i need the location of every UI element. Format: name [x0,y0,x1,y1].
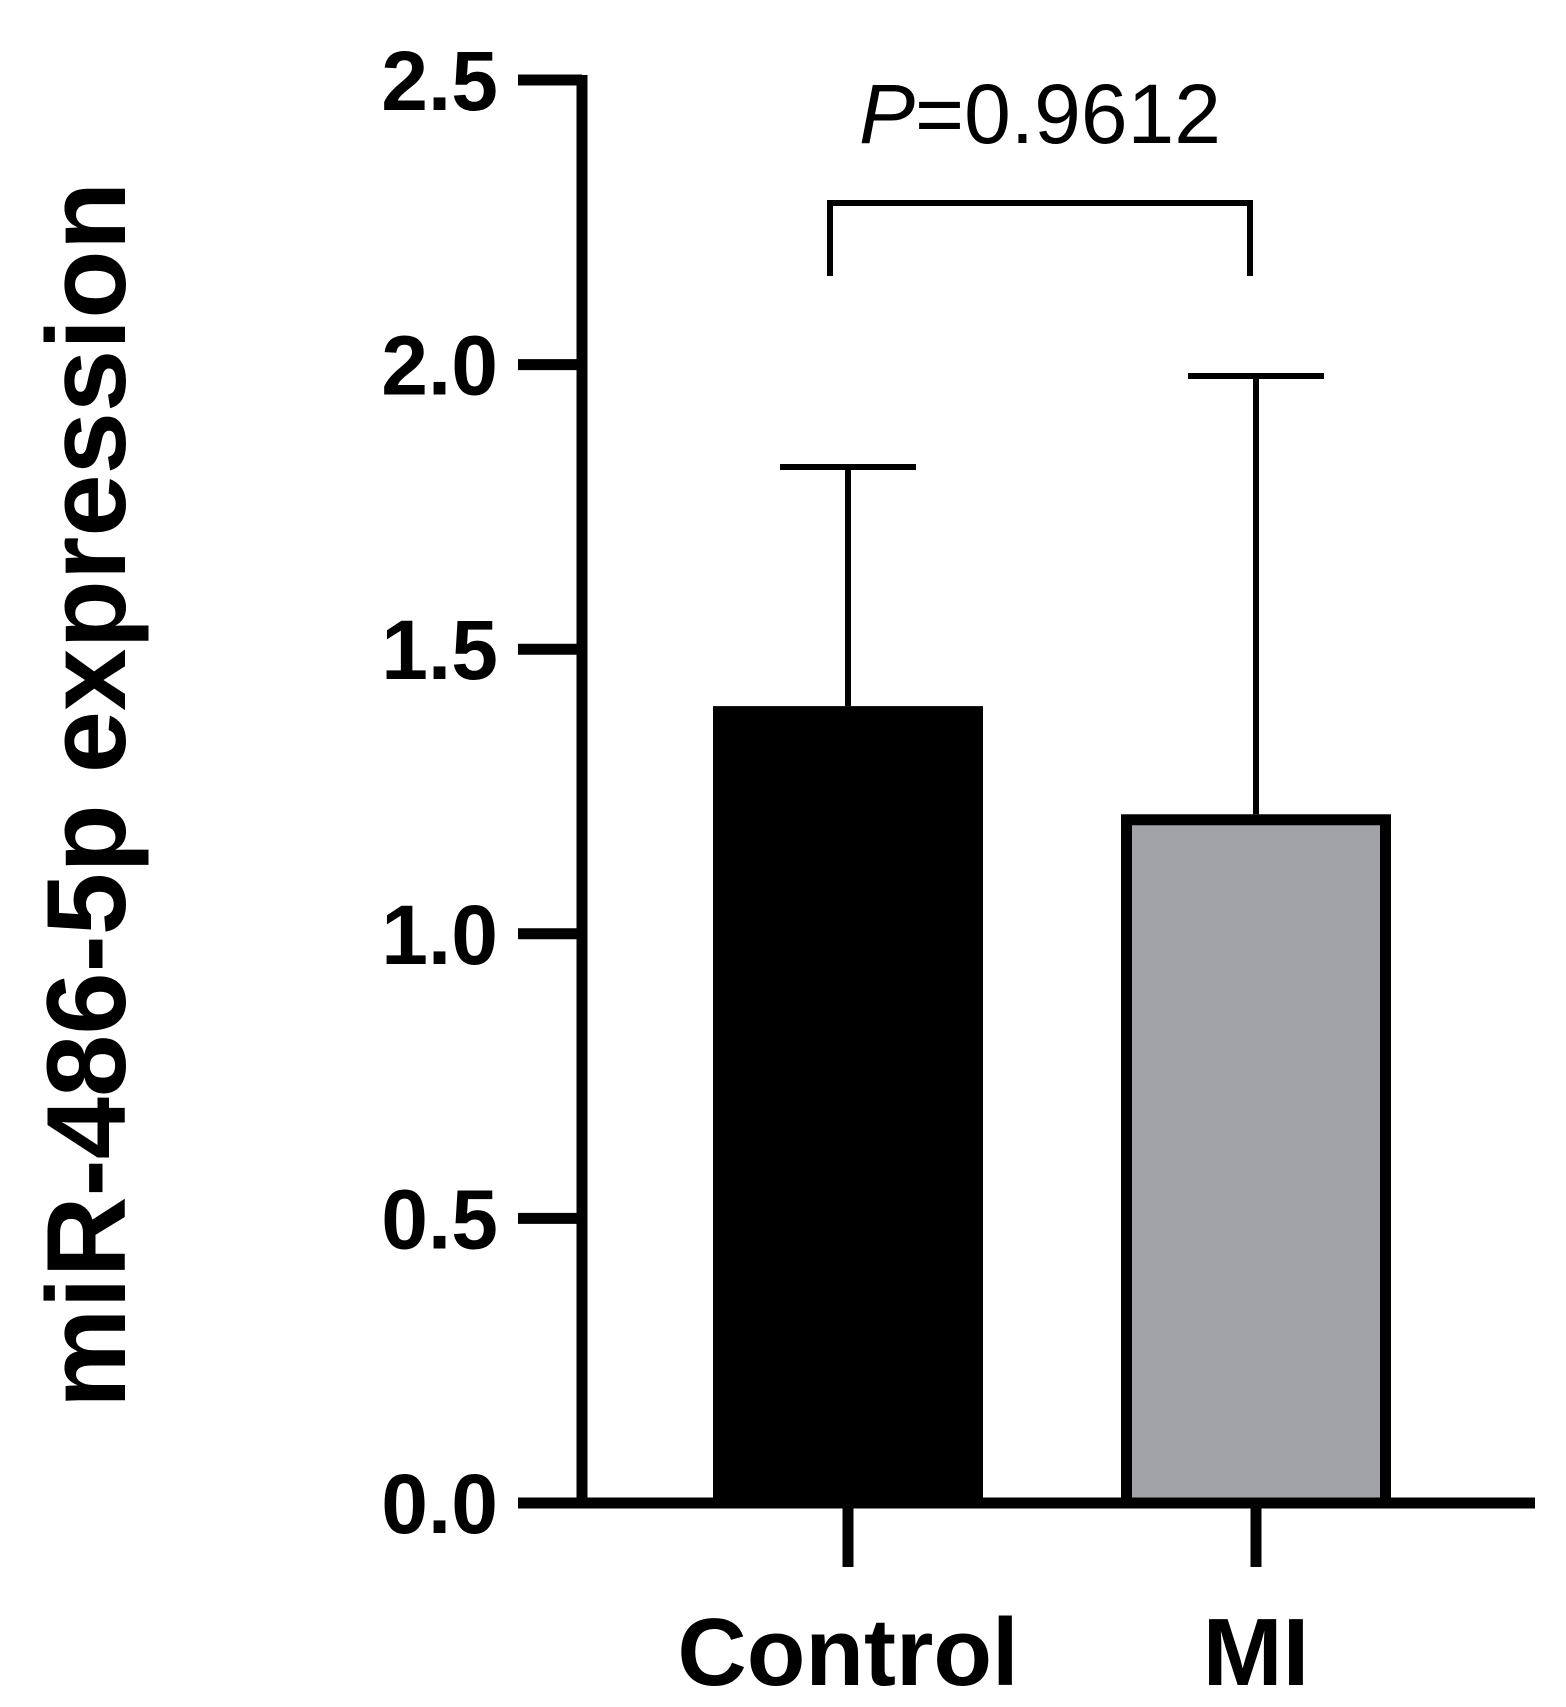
p-value-text: =0.9612 [915,67,1221,161]
y-tick-label: 0.5 [381,1172,498,1266]
y-axis-label: miR-486-5p expression [24,182,149,1408]
y-tick-label: 2.0 [381,319,498,413]
y-tick-label: 2.5 [381,34,498,128]
bar-mi [1121,814,1391,1509]
y-tick-label: 1.5 [381,603,498,697]
p-value-annotation: P=0.9612 [859,67,1221,161]
bars [713,372,1391,1509]
p-symbol: P [859,67,915,161]
x-tick-label-control: Control [677,1599,1018,1706]
x-axis-ticks: Control MI [677,1503,1309,1706]
x-tick-label-mi: MI [1203,1599,1310,1706]
y-tick-label: 0.0 [381,1457,498,1551]
bar-control [713,706,983,1509]
y-axis-ticks: 0.0 0.5 1.0 1.5 2.0 2.5 [381,34,582,1551]
y-tick-label: 1.0 [381,888,498,982]
significance-bracket [827,200,1253,276]
